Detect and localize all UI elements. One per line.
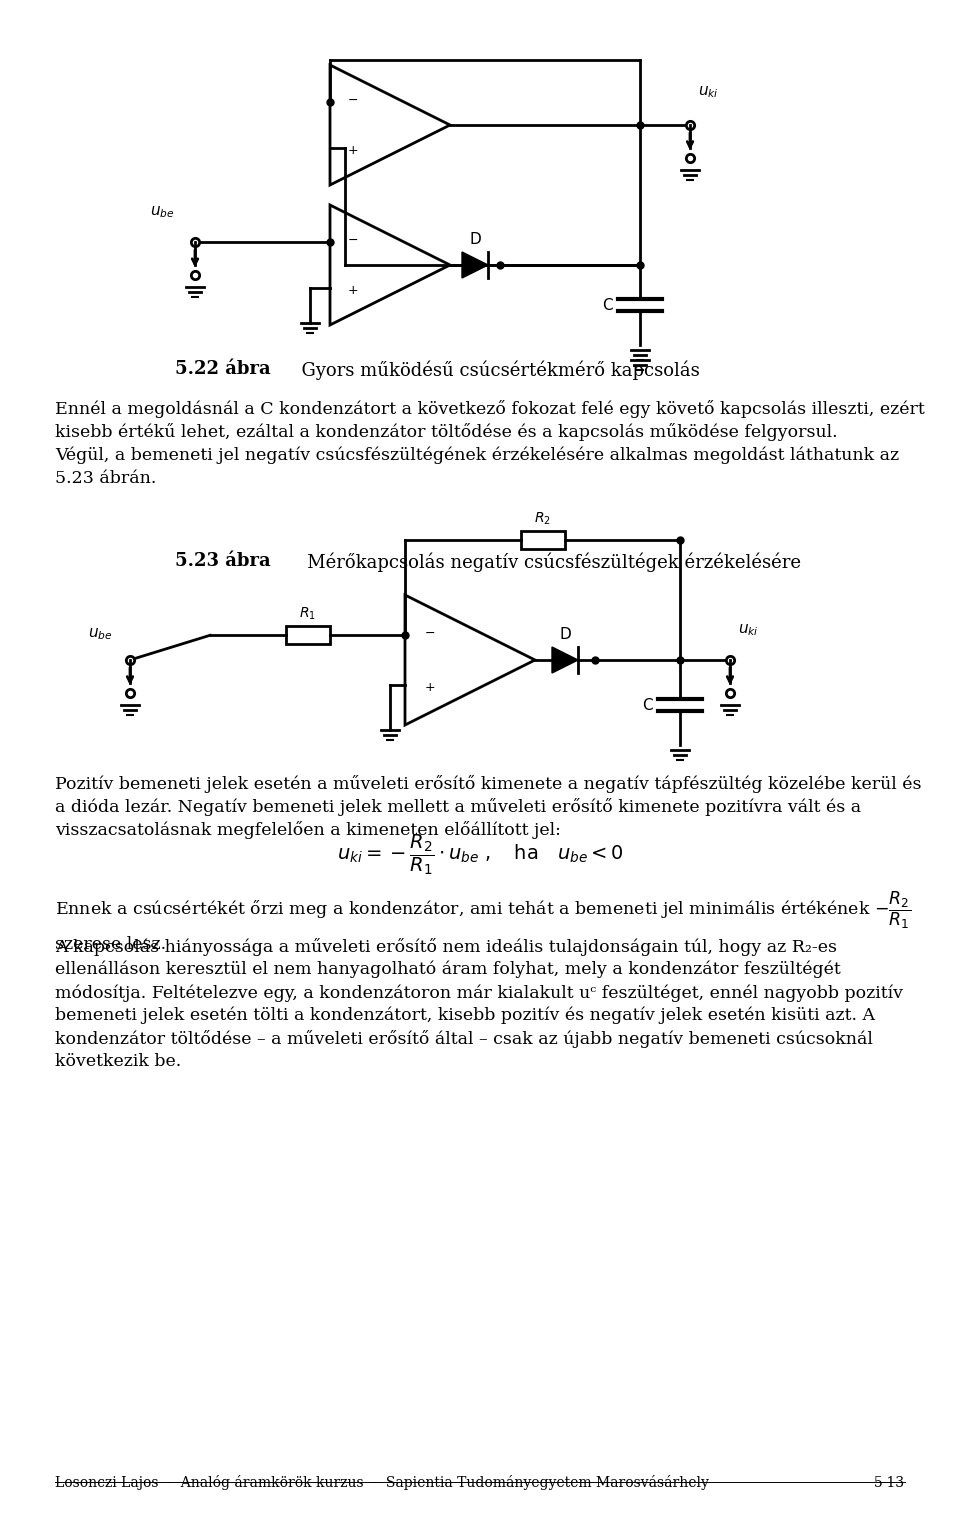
Text: $-$: $-$ <box>348 233 358 246</box>
Text: $u_{ki}$: $u_{ki}$ <box>698 84 719 100</box>
Text: $+$: $+$ <box>348 284 358 296</box>
Text: visszacsatolásnak megfelelően a kimeneten előállított jel:: visszacsatolásnak megfelelően a kimenete… <box>55 821 561 839</box>
Text: $u_{ki}$: $u_{ki}$ <box>738 622 758 638</box>
Text: módosítja. Feltételezve egy, a kondenzátoron már kialakult uᶜ feszültéget, ennél: módosítja. Feltételezve egy, a kondenzát… <box>55 983 903 1002</box>
Text: D: D <box>469 233 481 246</box>
Text: szerese lesz.: szerese lesz. <box>55 936 166 953</box>
Text: kondenzátor töltődése – a műveleti erősítő által – csak az újabb negatív bemenet: kondenzátor töltődése – a műveleti erősí… <box>55 1031 873 1047</box>
Text: A kapcsolás hiányossága a műveleti erősítő nem ideális tulajdonságain túl, hogy : A kapcsolás hiányossága a műveleti erősí… <box>55 938 837 956</box>
Text: kisebb értékű lehet, ezáltal a kondenzátor töltődése és a kapcsolás működése fel: kisebb értékű lehet, ezáltal a kondenzát… <box>55 423 838 441</box>
Text: $+$: $+$ <box>424 681 435 693</box>
Text: következik be.: következik be. <box>55 1053 181 1070</box>
Bar <box>285 626 329 644</box>
Polygon shape <box>552 648 578 673</box>
Polygon shape <box>462 252 488 278</box>
Text: C: C <box>642 698 653 713</box>
Text: $-$: $-$ <box>424 626 435 640</box>
Text: $u_{ki} = -\dfrac{R_2}{R_1} \cdot u_{be}\ , \quad \mathrm{ha} \quad u_{be} < 0$: $u_{ki} = -\dfrac{R_2}{R_1} \cdot u_{be}… <box>337 831 623 877</box>
Text: 5.23 ábra: 5.23 ábra <box>175 552 271 570</box>
Text: ellenálláson keresztül el nem hanyagolható áram folyhat, mely a kondenzátor fesz: ellenálláson keresztül el nem hanyagolha… <box>55 961 841 979</box>
Text: $R_2$: $R_2$ <box>534 511 551 527</box>
Text: 5.23 ábrán.: 5.23 ábrán. <box>55 470 156 486</box>
Text: Mérőkapcsolás negatív csúcsfészültégek érzékelésére: Mérőkapcsolás negatív csúcsfészültégek é… <box>290 552 801 572</box>
Text: Gyors működésű csúcsértékmérő kapcsolás: Gyors működésű csúcsértékmérő kapcsolás <box>290 360 700 380</box>
Text: Ennél a megoldásnál a C kondenzátort a következő fokozat felé egy követő kapcsol: Ennél a megoldásnál a C kondenzátort a k… <box>55 400 924 418</box>
Text: a dióda lezár. Negatív bemeneti jelek mellett a műveleti erősítő kimenete pozití: a dióda lezár. Negatív bemeneti jelek me… <box>55 798 861 816</box>
Text: $R_1$: $R_1$ <box>300 606 316 622</box>
Text: C: C <box>602 298 613 313</box>
Bar <box>520 530 564 549</box>
Text: $-$: $-$ <box>348 93 358 106</box>
Text: D: D <box>559 626 571 641</box>
Text: $+$: $+$ <box>348 144 358 157</box>
Text: Ennek a csúcsértékét őrzi meg a kondenzátor, ami tehát a bemeneti jel minimális : Ennek a csúcsértékét őrzi meg a kondenzá… <box>55 891 911 932</box>
Text: 5.22 ábra: 5.22 ábra <box>175 360 271 378</box>
Text: $u_{be}$: $u_{be}$ <box>88 626 112 641</box>
Text: bemeneti jelek esetén tölti a kondenzátort, kisebb pozitív és negatív jelek eset: bemeneti jelek esetén tölti a kondenzáto… <box>55 1008 875 1024</box>
Text: Pozitív bemeneti jelek esetén a műveleti erősítő kimenete a negatív tápfészültég: Pozitív bemeneti jelek esetén a műveleti… <box>55 775 922 793</box>
Text: $u_{be}$: $u_{be}$ <box>150 205 175 220</box>
Text: Losonczi Lajos  -  Analóg áramkörök kurzus  -  Sapientia Tudományegyetem Marosvá: Losonczi Lajos - Analóg áramkörök kurzus… <box>55 1474 708 1490</box>
Text: 5-13: 5-13 <box>874 1476 905 1490</box>
Text: Végül, a bemeneti jel negatív csúcsfészültégének érzékelésére alkalmas megoldást: Végül, a bemeneti jel negatív csúcsfészü… <box>55 447 900 465</box>
